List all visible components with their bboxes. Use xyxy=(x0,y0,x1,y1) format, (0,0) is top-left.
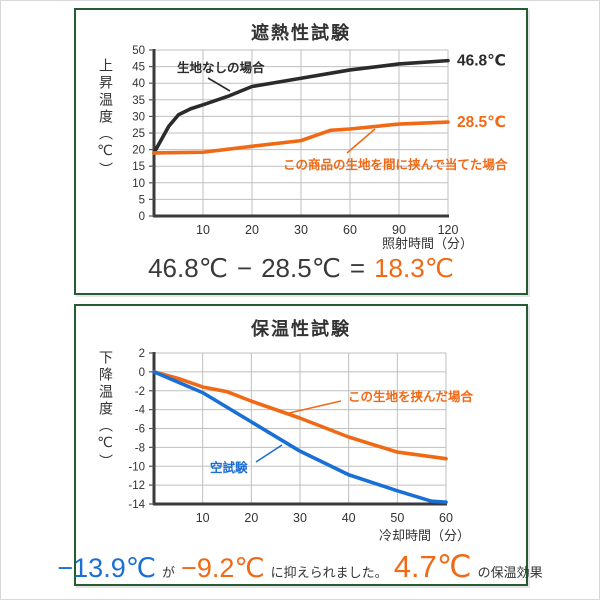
svg-text:-6: -6 xyxy=(135,424,145,436)
svg-text:90: 90 xyxy=(392,223,406,237)
svg-text:60: 60 xyxy=(343,223,357,237)
svg-text:45: 45 xyxy=(132,62,145,74)
conclusion-text: に抑えられました。 xyxy=(270,565,388,580)
svg-text:-8: -8 xyxy=(135,442,145,454)
svg-text:20: 20 xyxy=(245,223,259,237)
equation-minuend: 46.8℃ xyxy=(148,253,228,283)
svg-text:40: 40 xyxy=(342,511,356,525)
conclusion-fabric-value: −9.2℃ xyxy=(181,553,265,583)
svg-text:10: 10 xyxy=(196,511,210,525)
conclusion-blank-value: −13.9℃ xyxy=(57,553,157,583)
svg-text:50: 50 xyxy=(390,511,404,525)
svg-text:60: 60 xyxy=(439,511,453,525)
svg-text:25: 25 xyxy=(132,128,145,140)
svg-text:50: 50 xyxy=(132,45,145,57)
shielding-y-axis-label: 上昇温度（℃） xyxy=(98,58,114,179)
equation-minus-sign: − xyxy=(236,253,253,283)
annotation-blank-test: 空試験 xyxy=(210,461,248,475)
panel-heat-retention-test: 保温性試験 下降温度（℃） 2 0 -2 -4 -6 -8 -10 -12 -14 10 20 30 4… xyxy=(57,304,543,586)
svg-text:20: 20 xyxy=(132,145,145,157)
svg-text:-4: -4 xyxy=(135,405,146,417)
conclusion-effect-value: 4.7℃ xyxy=(393,549,472,584)
svg-text:35: 35 xyxy=(132,95,145,107)
retention-y-axis-label: 下降温度（℃） xyxy=(98,350,114,471)
svg-text:2: 2 xyxy=(139,348,145,360)
svg-text:-2: -2 xyxy=(135,386,145,398)
annotation-fabric-inserted: この生地を挟んだ場合 xyxy=(348,390,474,404)
svg-text:120: 120 xyxy=(438,223,459,237)
retention-conclusion: −13.9℃ が −9.2℃ に抑えられました。 4.7℃ の保温効果 xyxy=(57,549,542,585)
svg-text:冷却時間（分）: 冷却時間（分） xyxy=(379,528,470,543)
svg-text:5: 5 xyxy=(139,194,145,206)
annotation-with-fabric: この商品の生地を間に挟んで当てた場合 xyxy=(283,158,508,172)
panel-heat-shielding-test: 遮熱性試験 上昇温度（℃） 50 45 40 35 30 25 20 15 10 5 0 10 20 30… xyxy=(74,8,528,295)
temperature-difference-equation: 46.8℃ − 28.5℃ = 18.3℃ xyxy=(76,253,526,284)
svg-text:-14: -14 xyxy=(128,499,145,511)
svg-text:15: 15 xyxy=(132,161,145,173)
conclusion-effect-text: の保温効果 xyxy=(477,565,543,580)
conclusion-particle: が xyxy=(162,565,176,580)
svg-text:10: 10 xyxy=(196,223,210,237)
svg-text:46.8℃: 46.8℃ xyxy=(457,53,506,70)
shielding-chart-title: 遮熱性試験 xyxy=(251,23,351,43)
svg-text:10: 10 xyxy=(132,178,145,190)
annotation-no-fabric: 生地なしの場合 xyxy=(177,61,265,75)
svg-text:28.5℃: 28.5℃ xyxy=(457,114,506,131)
svg-text:-10: -10 xyxy=(128,461,145,473)
equation-equals-sign: = xyxy=(349,253,366,283)
svg-text:20: 20 xyxy=(244,511,258,525)
equation-result: 18.3℃ xyxy=(374,253,454,283)
equation-subtrahend: 28.5℃ xyxy=(261,253,341,283)
svg-text:30: 30 xyxy=(294,223,308,237)
svg-text:40: 40 xyxy=(132,78,145,90)
svg-text:照射時間（分）: 照射時間（分） xyxy=(382,236,473,251)
svg-text:0: 0 xyxy=(139,367,145,379)
svg-text:30: 30 xyxy=(293,511,307,525)
svg-text:30: 30 xyxy=(132,111,145,123)
retention-chart-title: 保温性試験 xyxy=(251,319,351,339)
svg-text:-12: -12 xyxy=(128,480,145,492)
svg-text:0: 0 xyxy=(139,211,145,223)
